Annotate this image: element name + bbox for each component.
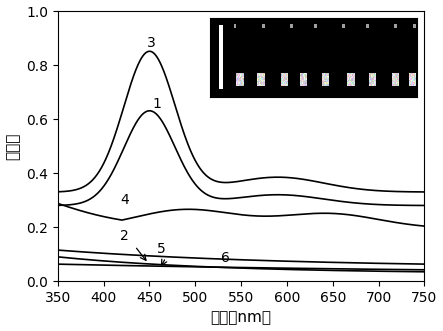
Text: 2: 2 (120, 229, 129, 243)
Text: 6: 6 (221, 251, 230, 265)
Y-axis label: 吸光値: 吸光値 (6, 132, 20, 160)
Text: 4: 4 (120, 193, 129, 207)
Text: 5: 5 (157, 242, 166, 256)
Text: 3: 3 (147, 36, 155, 50)
X-axis label: 波长（nm）: 波长（nm） (210, 310, 272, 325)
Text: 1: 1 (152, 97, 161, 111)
